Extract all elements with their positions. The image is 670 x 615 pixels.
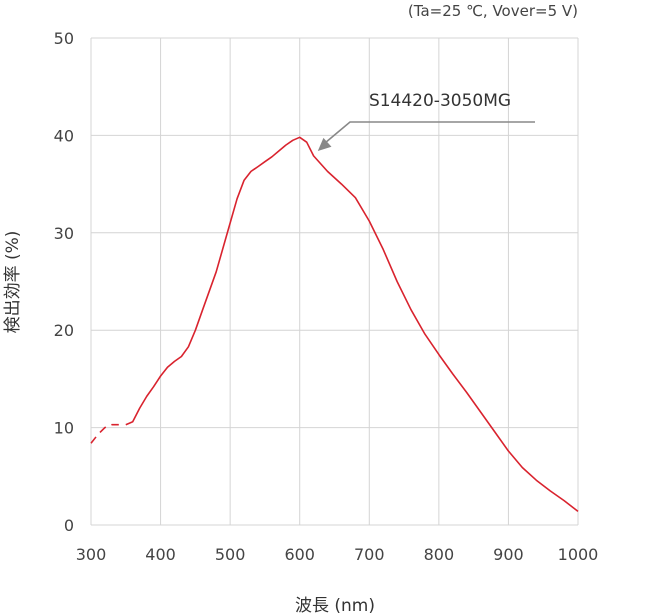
x-tick-label: 1000 (558, 545, 599, 564)
y-tick-label: 0 (64, 516, 74, 535)
series-line-dashed (90, 423, 119, 444)
x-tick-label: 700 (354, 545, 385, 564)
y-axis-title: 検出効率 (%) (3, 231, 23, 334)
y-tick-label: 20 (54, 321, 74, 340)
x-tick-label: 800 (424, 545, 455, 564)
x-tick-label: 600 (284, 545, 315, 564)
y-axis: 0 10 20 30 40 50 (54, 29, 74, 535)
x-tick-label: 900 (493, 545, 524, 564)
x-axis: 300 400 500 600 700 800 900 1000 (76, 545, 599, 564)
x-tick-label: 300 (76, 545, 107, 564)
y-tick-label: 50 (54, 29, 74, 48)
y-tick-label: 40 (54, 126, 74, 145)
x-axis-title: 波長 (nm) (295, 596, 375, 615)
annotation-group: S14420-3050MG (317, 91, 535, 151)
series-group (90, 136, 579, 513)
annotation-leader (323, 121, 535, 145)
x-tick-label: 500 (215, 545, 246, 564)
series-line (125, 136, 579, 513)
conditions-text: (Ta=25 ℃, Vover=5 V) (408, 2, 578, 20)
grid (90, 37, 579, 526)
annotation-label: S14420-3050MG (369, 91, 511, 111)
y-tick-label: 10 (54, 419, 74, 438)
annotation-arrowhead (317, 137, 332, 151)
y-tick-label: 30 (54, 224, 74, 243)
x-tick-label: 400 (145, 545, 176, 564)
